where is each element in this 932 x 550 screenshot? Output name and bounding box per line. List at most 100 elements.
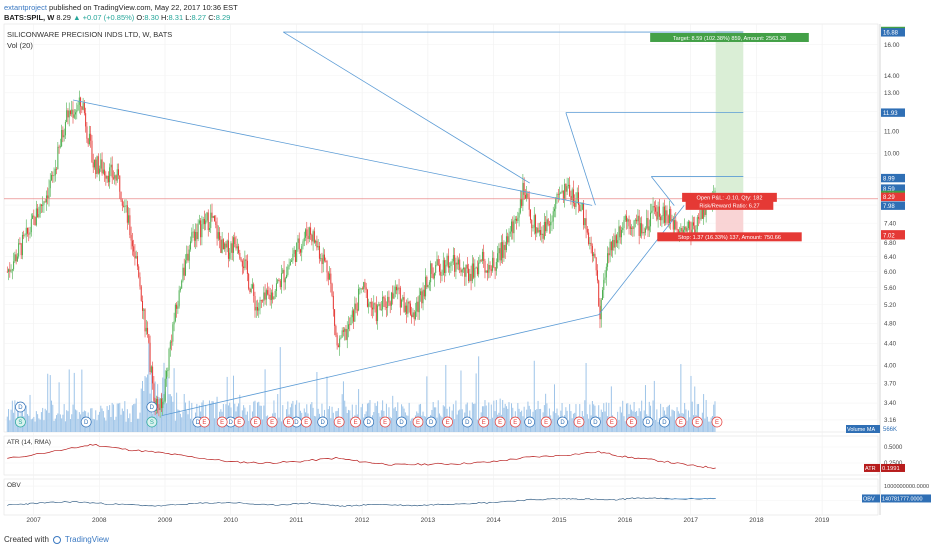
tradingview-link[interactable]: TradingView <box>64 535 109 544</box>
price-tag-box <box>881 201 905 210</box>
event-markers[interactable]: DS DDS D D D D D D D D D D D D DE E E E E E E E E E E E E E E E E E E E E E <box>15 401 723 428</box>
atr-pane[interactable] <box>3 435 879 476</box>
dividend-marker[interactable] <box>363 416 375 428</box>
candle-body <box>686 228 688 232</box>
candle-body <box>221 239 223 253</box>
candle-body <box>380 309 382 311</box>
earnings-marker[interactable] <box>379 416 391 428</box>
candle-body <box>636 219 638 222</box>
candle-body <box>281 273 283 288</box>
volume-bar <box>538 409 540 432</box>
price-tag-box <box>881 184 905 193</box>
main-pane[interactable] <box>3 23 879 433</box>
candle-body <box>383 296 385 299</box>
volume-bar <box>379 416 381 432</box>
volume-bar <box>591 400 593 432</box>
dividend-marker[interactable] <box>396 416 407 428</box>
earnings-marker[interactable] <box>442 416 453 428</box>
candle-body <box>662 206 664 216</box>
candle-body <box>232 237 234 253</box>
candle-body <box>10 270 12 272</box>
trendline[interactable] <box>598 205 685 315</box>
earnings-marker[interactable] <box>540 416 552 428</box>
earnings-marker[interactable] <box>711 416 723 428</box>
earnings-marker[interactable] <box>606 416 618 428</box>
volume-bar <box>250 418 252 432</box>
trendline[interactable] <box>161 314 599 417</box>
event-marker-label: D <box>150 405 155 411</box>
candle-body <box>330 273 332 284</box>
earnings-marker[interactable] <box>283 416 294 428</box>
earnings-marker[interactable] <box>250 416 262 428</box>
volume-bar <box>181 417 183 432</box>
candle-body <box>117 169 119 176</box>
event-marker-label: D <box>321 420 326 426</box>
candle-body <box>695 229 697 233</box>
dividend-marker[interactable] <box>590 416 601 428</box>
price-tag-label: 7.98 <box>883 204 895 210</box>
earnings-marker[interactable] <box>691 416 703 428</box>
candle-body <box>269 295 271 301</box>
earnings-marker[interactable] <box>675 416 687 428</box>
dividend-marker[interactable] <box>80 416 92 428</box>
earnings-marker[interactable] <box>494 416 506 428</box>
target-zone[interactable] <box>715 30 744 197</box>
earnings-marker[interactable] <box>233 416 245 428</box>
candle-body <box>660 216 662 221</box>
candle-body <box>370 301 372 308</box>
candle-body <box>351 310 353 318</box>
volume-bar <box>441 417 443 432</box>
candle-body <box>345 328 347 340</box>
trendline[interactable] <box>283 31 530 184</box>
candle-body <box>54 168 56 176</box>
earnings-marker[interactable] <box>509 416 521 428</box>
earnings-marker[interactable] <box>199 416 210 428</box>
volume-bar <box>275 419 277 432</box>
trendline[interactable] <box>565 112 596 206</box>
earnings-marker[interactable] <box>350 416 361 428</box>
candle-body <box>615 235 617 244</box>
dividend-marker[interactable] <box>524 416 536 428</box>
dividend-marker[interactable] <box>557 416 568 428</box>
trendline[interactable] <box>72 99 593 206</box>
indicator-panes: ATR (14, RMA) OBV <box>7 439 716 507</box>
dividend-marker[interactable] <box>146 401 158 413</box>
candle-body <box>425 276 427 297</box>
candle-body <box>464 267 466 277</box>
dividend-marker[interactable] <box>642 416 654 428</box>
dividend-marker[interactable] <box>461 416 473 428</box>
volume-bar <box>397 402 399 432</box>
candle-body <box>329 273 331 280</box>
trendline[interactable] <box>650 176 675 206</box>
earnings-marker[interactable] <box>478 416 490 428</box>
split-marker[interactable] <box>15 416 26 428</box>
author-link[interactable]: extantproject <box>4 3 47 12</box>
split-marker[interactable] <box>146 416 158 428</box>
candle-body <box>235 243 237 249</box>
candle-body <box>488 265 490 273</box>
dividend-marker[interactable] <box>15 401 26 413</box>
event-marker-label: D <box>646 420 651 426</box>
candle-body <box>353 310 355 322</box>
volume-bar <box>253 401 255 432</box>
dividend-marker[interactable] <box>659 416 670 428</box>
earnings-marker[interactable] <box>333 416 345 428</box>
event-marker-label: E <box>270 420 274 426</box>
volume-bar <box>511 403 513 432</box>
obv-pane[interactable] <box>3 478 879 516</box>
earnings-marker[interactable] <box>626 416 637 428</box>
price-tags: Target: 8.59 (102.38%) 859, Amount: 2563… <box>650 26 931 503</box>
x-tick-label: 2016 <box>618 517 633 524</box>
dividend-marker[interactable] <box>317 416 329 428</box>
candle-body <box>68 110 70 118</box>
candle-body <box>177 306 179 309</box>
candle-body <box>142 300 144 311</box>
earnings-marker[interactable] <box>573 416 585 428</box>
earnings-marker[interactable] <box>300 416 312 428</box>
earnings-marker[interactable] <box>216 416 228 428</box>
volume-bar <box>674 411 676 432</box>
earnings-marker[interactable] <box>266 416 278 428</box>
dividend-marker[interactable] <box>425 416 437 428</box>
earnings-marker[interactable] <box>412 416 424 428</box>
